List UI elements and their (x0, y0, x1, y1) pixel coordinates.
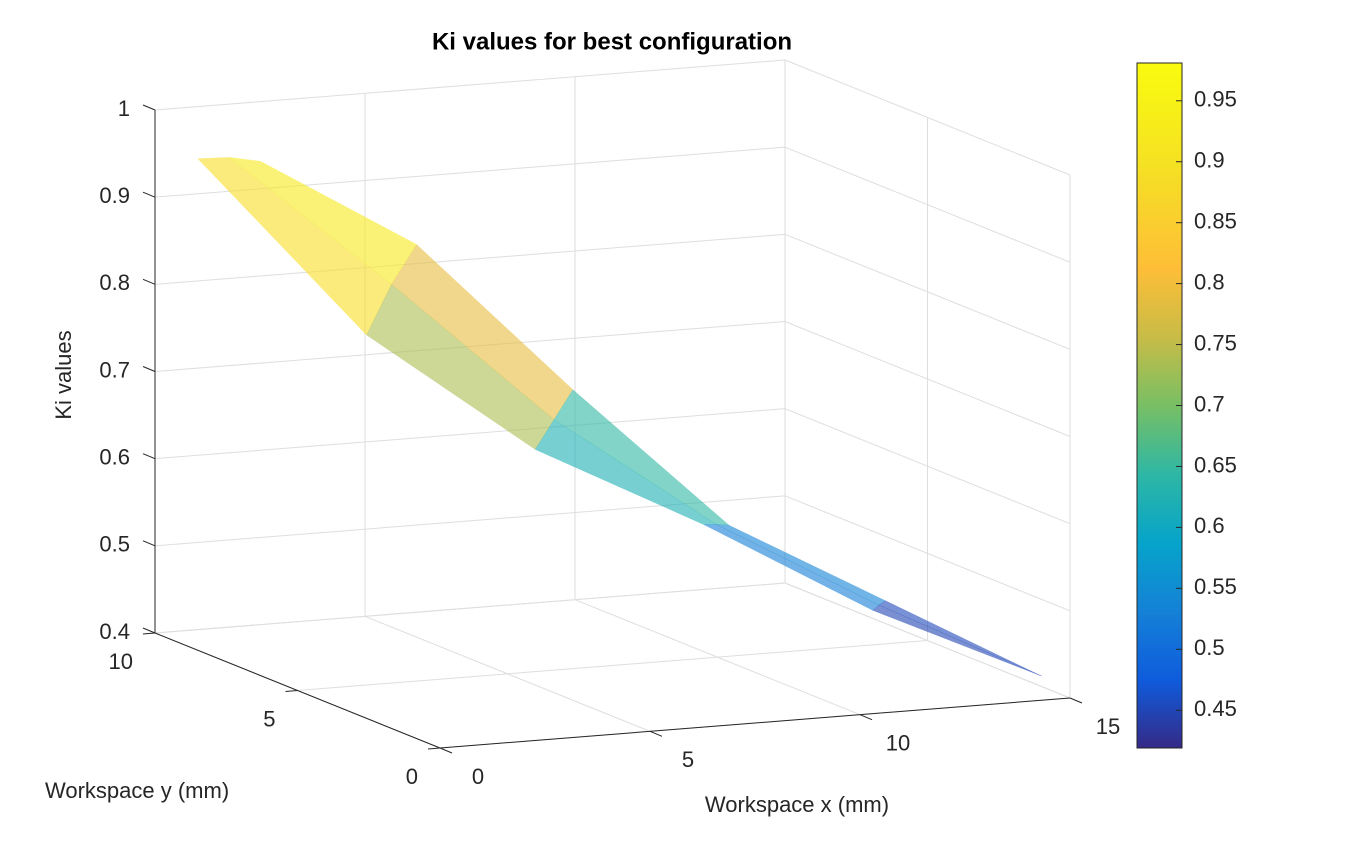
surface-patch (703, 524, 880, 611)
z-tick-label: 0.6 (99, 444, 130, 469)
x-axis-label: Workspace x (mm) (705, 792, 889, 817)
tick-mark (142, 104, 156, 111)
tick-mark (142, 540, 156, 547)
colorbar-tick-label: 0.65 (1194, 452, 1237, 477)
tick-mark (285, 690, 298, 692)
colorbar-tick-label: 0.6 (1194, 513, 1225, 538)
colorbar-tick-label: 0.95 (1194, 87, 1237, 112)
z-tick-label: 0.4 (99, 619, 130, 644)
tick-mark (142, 627, 156, 634)
tick-mark (1069, 697, 1083, 704)
x-tick-label: 5 (682, 747, 694, 772)
tick-mark (142, 453, 156, 460)
surface-patch (716, 524, 886, 606)
grid-line (154, 233, 786, 285)
colorbar (1136, 62, 1183, 749)
colorbar-tick-label: 0.45 (1194, 696, 1237, 721)
x-tick-label: 10 (886, 730, 910, 755)
tick-mark (859, 714, 873, 721)
grid-line (154, 582, 786, 634)
colorbar-tick-label: 0.8 (1194, 269, 1225, 294)
y-tick-label: 5 (263, 706, 275, 731)
tick-mark (649, 730, 663, 737)
colorbar-tick-label: 0.9 (1194, 148, 1225, 173)
x-tick-label: 15 (1096, 714, 1120, 739)
z-tick-label: 0.9 (99, 183, 130, 208)
colorbar-tick-label: 0.5 (1194, 635, 1225, 660)
colorbar-tick-label: 0.55 (1194, 574, 1237, 599)
z-axis-label: Ki values (51, 330, 76, 419)
grid-line (154, 408, 786, 460)
tick-mark (439, 747, 453, 754)
tick-mark (142, 366, 156, 372)
surface-patch (872, 604, 1042, 677)
colorbar-tick-label: 0.7 (1194, 391, 1225, 416)
chart-title: Ki values for best configuration (432, 28, 792, 55)
axis-line (439, 697, 1071, 749)
x-tick-label: 0 (472, 764, 484, 789)
grid-line (154, 59, 786, 111)
y-axis-label: Workspace y (mm) (45, 778, 229, 803)
y-tick-label: 0 (406, 764, 418, 789)
tick-mark (427, 747, 441, 750)
tick-mark (142, 191, 156, 198)
tick-mark (142, 632, 156, 635)
z-tick-label: 0.5 (99, 532, 130, 557)
tick-mark (142, 278, 156, 285)
grid-line (297, 640, 928, 691)
z-tick-label: 0.8 (99, 270, 130, 295)
colorbar-tick-label: 0.85 (1194, 208, 1237, 233)
colorbar-tick-label: 0.75 (1194, 330, 1237, 355)
y-tick-label: 10 (109, 649, 133, 674)
z-tick-label: 1 (118, 96, 130, 121)
z-tick-label: 0.7 (99, 357, 130, 382)
surface-patch (878, 600, 1042, 677)
